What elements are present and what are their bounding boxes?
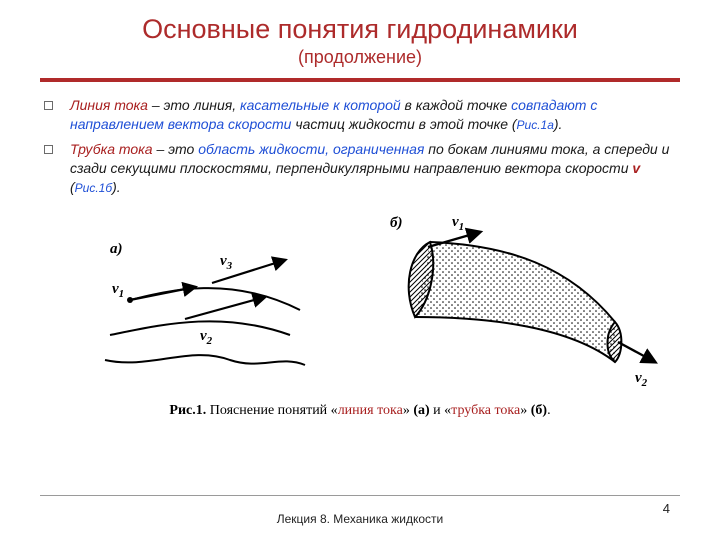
sub-b2: 2 [641,377,648,389]
title-divider [40,78,680,82]
sub2: 2 [206,335,213,347]
svg-text:v1: v1 [452,214,464,233]
term-streamline: Линия тока [70,97,148,113]
vector-v: v [632,160,640,176]
page-title: Основные понятия гидродинамики [40,14,680,45]
caption-pre: Рис.1. [169,403,206,418]
figure-caption: Рис.1. Пояснение понятий «линия тока» (а… [40,403,680,419]
svg-text:v2: v2 [635,370,648,389]
text: – это [153,141,199,157]
caption-text: » [403,403,414,418]
highlight: область жидкости, ограниченная [198,141,424,157]
label-a: а) [110,241,123,257]
term-streamtube: Трубка тока [70,141,153,157]
text: частиц жидкости в этой точке ( [291,116,516,132]
text: – это линия, [148,97,240,113]
sub-b1: 1 [459,221,465,233]
svg-text:v3: v3 [220,253,233,272]
caption-b: (б) [531,403,547,418]
caption-term1: линия тока [338,403,403,418]
fig-ref-1b: Рис.1б [75,181,112,195]
svg-text:v1: v1 [112,281,124,300]
footer-divider [40,495,680,496]
svg-text:v2: v2 [200,328,213,347]
definition-streamtube: Трубка тока – это область жидкости, огра… [44,140,676,197]
slide: Основные понятия гидродинамики (продолже… [0,0,720,540]
lecture-footer: Лекция 8. Механика жидкости [0,512,720,526]
figure-a: а) v1 v3 v2 [105,241,305,365]
caption-a: (а) [413,403,429,418]
page-subtitle: (продолжение) [40,47,680,68]
definition-streamline: Линия тока – это линия, касательные к ко… [44,96,676,134]
sub3: 3 [226,260,233,272]
definitions-list: Линия тока – это линия, касательные к ко… [40,96,680,196]
figure-area: а) v1 v3 v2 б) [40,205,680,395]
figure-svg: а) v1 v3 v2 б) [40,205,680,395]
sub1: 1 [119,288,125,300]
caption-text: . [547,403,551,418]
caption-text: и « [430,403,452,418]
caption-text: » [520,403,531,418]
caption-term2: трубка тока [451,403,520,418]
text: ). [112,179,121,195]
caption-text: Пояснение понятий « [206,403,337,418]
text: в каждой точке [401,97,512,113]
figure-b: б) v1 v2 [390,214,655,389]
fig-ref-1a: Рис.1а [517,118,554,132]
label-b: б) [390,215,402,231]
highlight: касательные к которой [240,97,401,113]
text: ). [554,116,563,132]
